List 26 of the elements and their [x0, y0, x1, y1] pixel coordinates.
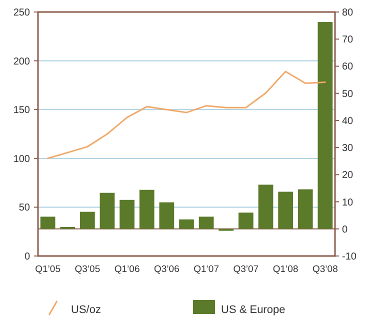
x-tick-label: Q3’07	[233, 264, 259, 275]
x-tick-label: Q1’07	[194, 264, 219, 275]
y-tick-label: 100	[13, 154, 30, 165]
y2-tick-label: 30	[342, 143, 354, 154]
y2-tick-label: 50	[342, 88, 354, 100]
y-tick-label: 250	[13, 8, 30, 18]
x-tick-label: Q1’05	[35, 264, 60, 275]
x-tick-label: Q1’06	[114, 264, 140, 275]
y2-tick-label: 60	[342, 62, 354, 73]
x-tick-label: Q3’06	[154, 264, 180, 275]
x-tick-label: Q3’08	[312, 264, 338, 275]
y2-tick-label: 20	[342, 170, 354, 182]
y2-tick-label: 10	[342, 197, 354, 208]
y2-tick-label: 80	[342, 8, 354, 18]
legend-label: US & Europe	[221, 304, 286, 316]
x-tick-label: Q3’05	[74, 264, 100, 275]
y-tick-label: 150	[13, 105, 30, 116]
y2-tick-label: 40	[342, 116, 354, 127]
y-tick-label: 0	[24, 252, 30, 262]
y2-tick-label: -10	[342, 252, 357, 262]
y-tick-label: 50	[18, 202, 30, 214]
y2-tick-label: 70	[342, 34, 354, 46]
legend-label: US/oz	[71, 304, 101, 316]
y-tick-label: 200	[13, 56, 30, 68]
y2-tick-label: 0	[342, 224, 348, 236]
x-tick-label: Q1’08	[272, 264, 298, 275]
